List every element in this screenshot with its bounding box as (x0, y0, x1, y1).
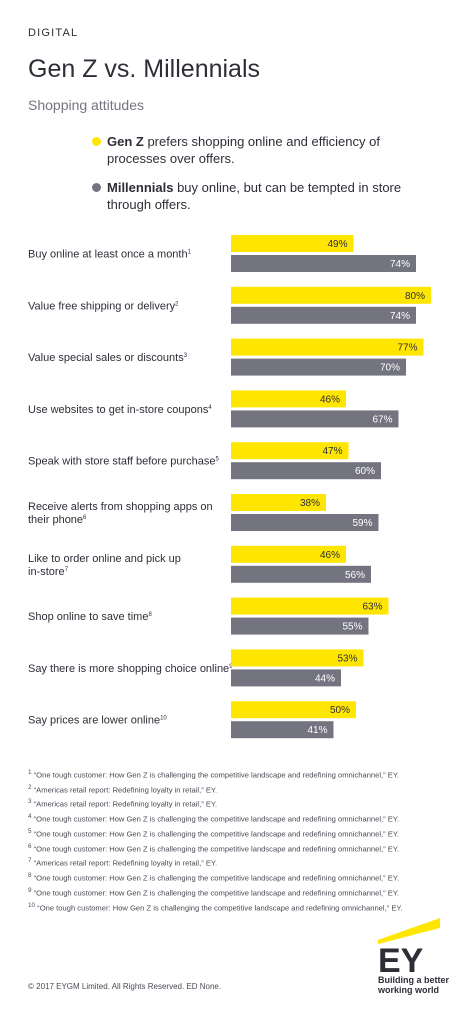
category-label: Say prices are lower online10 (28, 715, 167, 727)
bar-millennials (231, 462, 381, 480)
data-label: 49% (327, 239, 347, 250)
bar-genz (231, 235, 354, 252)
bar-millennials (231, 358, 406, 376)
legend-description: prefers shopping online and efficiency o… (107, 134, 380, 166)
data-label: 38% (300, 498, 320, 509)
bar-millennials (231, 669, 341, 687)
bar-millennials (231, 306, 416, 324)
footnote: 8 “One tough customer: How Gen Z is chal… (28, 872, 400, 883)
bar-genz (231, 545, 346, 563)
footnote: 3 “Americas retail report: Redefining lo… (28, 798, 218, 809)
data-label: 80% (405, 291, 425, 302)
legend-description: buy online, but can be tempted in store … (107, 180, 402, 212)
bar-genz (231, 390, 346, 408)
data-label: 70% (380, 363, 400, 374)
category-label: Speak with store staff before purchase5 (28, 456, 220, 468)
bar-genz (231, 494, 326, 511)
tagline-line: Building a better (378, 975, 450, 985)
legend-series-name: Millennials (107, 180, 174, 195)
footnote: 10 “One tough customer: How Gen Z is cha… (28, 901, 403, 913)
data-label: 46% (320, 394, 340, 405)
data-label: 56% (345, 570, 365, 581)
category-label: Use websites to get in-store coupons4 (28, 404, 212, 416)
legend-dot-millennials (92, 183, 101, 192)
footnotes: 1 “One tough customer: How Gen Z is chal… (28, 767, 458, 914)
ey-logo-icon: EY (378, 918, 440, 980)
footnote: 5 “One tough customer: How Gen Z is chal… (28, 827, 400, 839)
bar-millennials (231, 255, 416, 272)
legend-text-genz: Gen Z prefers shopping online and effici… (107, 133, 427, 167)
category-label: Receive alerts from shopping apps on thei… (28, 501, 213, 526)
category-label: Shop online to save time8 (28, 611, 152, 623)
page-subtitle: Shopping attitudes (28, 97, 144, 113)
logo-beam (378, 918, 440, 944)
data-label: 53% (337, 653, 357, 664)
bar-genz (231, 338, 424, 356)
data-label: 46% (320, 550, 340, 561)
category-label: Value special sales or discounts3 (28, 352, 188, 364)
data-label: 55% (342, 622, 362, 633)
footnote: 9 “One tough customer: How Gen Z is chal… (28, 886, 400, 898)
data-label: 67% (372, 414, 392, 425)
footnote: 2 “Americas retail report: Redefining lo… (28, 783, 218, 795)
data-label: 74% (390, 259, 410, 270)
bar-millennials (231, 565, 371, 583)
data-label: 63% (362, 602, 382, 613)
data-label: 60% (355, 466, 375, 477)
bar-millennials (231, 514, 379, 531)
logo-tagline: Building a better working world (378, 975, 449, 995)
data-label: 50% (330, 705, 350, 716)
footnote: 1 “One tough customer: How Gen Z is chal… (28, 769, 400, 780)
bar-genz (231, 286, 431, 304)
bar-genz (231, 597, 389, 615)
legend-text-millennials: Millennials buy online, but can be tempt… (107, 179, 427, 213)
bar-genz (231, 442, 349, 460)
tagline-line: working world (378, 985, 440, 995)
bar-chart: Buy online at least once a month1 49% 74% V… (28, 235, 431, 739)
category-label: Buy online at least once a month1 (28, 249, 192, 261)
legend-series-name: Gen Z (107, 134, 144, 149)
footnote: 4 “One tough customer: How Gen Z is chal… (28, 813, 400, 824)
logo-text: EY (378, 942, 424, 980)
page-title: Gen Z vs. Millennials (28, 55, 261, 83)
category-label: Like to order online and pick up in-store… (28, 553, 181, 578)
data-label: 74% (390, 311, 410, 322)
bar-genz (231, 701, 356, 719)
legend-dot-genz (92, 137, 101, 146)
section-label: DIGITAL (28, 27, 79, 39)
copyright: © 2017 EYGM Limited. All Rights Reserved… (28, 982, 222, 991)
bar-millennials (231, 410, 399, 428)
footnote: 6 “One tough customer: How Gen Z is chal… (28, 842, 400, 854)
footnote: 7 “Americas retail report: Redefining lo… (28, 857, 218, 868)
category-label: Value free shipping or delivery2 (28, 300, 179, 312)
data-label: 59% (352, 518, 372, 529)
data-label: 44% (315, 673, 335, 684)
bar-millennials (231, 721, 334, 739)
data-label: 47% (322, 446, 342, 457)
bar-millennials (231, 617, 369, 635)
data-label: 77% (397, 343, 417, 354)
data-label: 41% (307, 725, 327, 736)
bar-genz (231, 649, 364, 667)
category-label: Say there is more shopping choice online… (28, 663, 233, 675)
